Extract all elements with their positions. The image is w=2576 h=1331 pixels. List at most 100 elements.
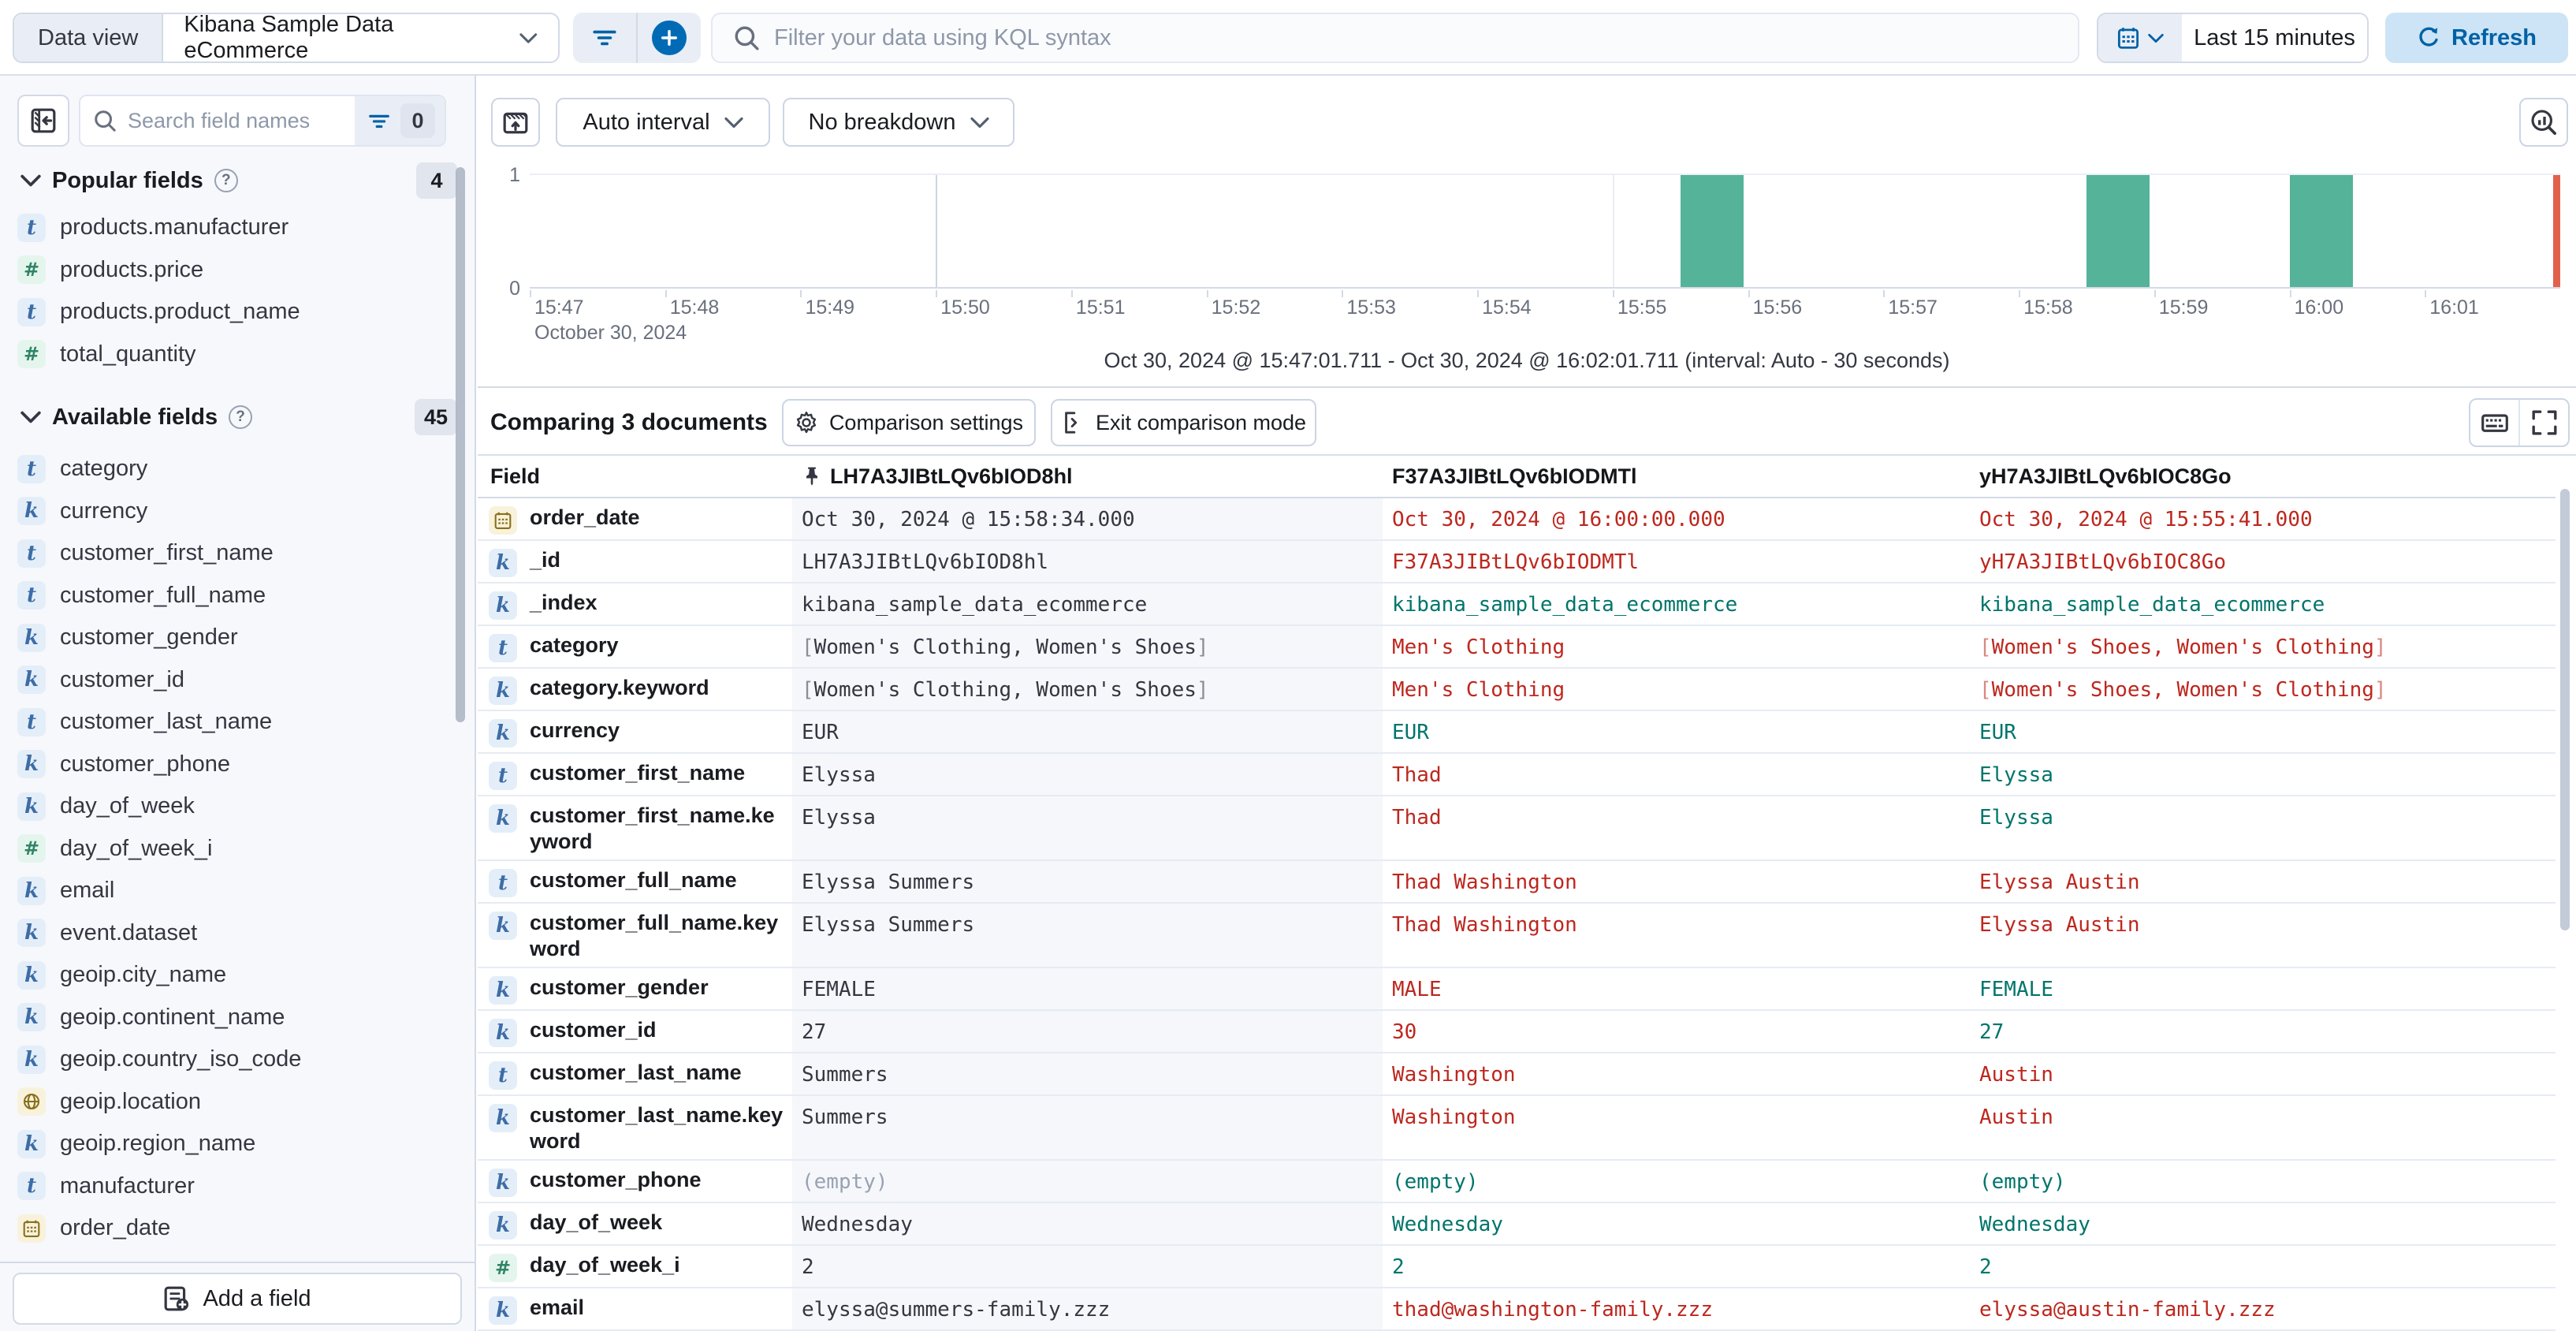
field-list-item[interactable]: k geoip.region_name: [0, 1123, 475, 1165]
field-list-item[interactable]: k geoip.country_iso_code: [0, 1038, 475, 1081]
field-search-input[interactable]: [128, 108, 355, 133]
base-doc-value-cell[interactable]: 27: [792, 1011, 1383, 1052]
comparison-value-cell[interactable]: MALE: [1383, 968, 1970, 1009]
comparison-value-cell[interactable]: Thad: [1383, 754, 1970, 795]
comparison-value-cell[interactable]: kibana_sample_data_ecommerce: [1970, 583, 2556, 624]
field-list-item[interactable]: geoip.location: [0, 1081, 475, 1124]
comparison-value-cell[interactable]: Thad: [1383, 796, 1970, 859]
field-list-item[interactable]: # products.price: [0, 249, 475, 292]
field-name-cell[interactable]: t customer_last_name: [478, 1053, 792, 1094]
field-list-item[interactable]: k currency: [0, 490, 475, 533]
available-fields-header[interactable]: Available fields ? 45: [0, 397, 475, 437]
field-name-cell[interactable]: k category.keyword: [478, 669, 792, 710]
comparison-value-cell[interactable]: F37A3JIBtLQv6bIODMTl: [1383, 541, 1970, 582]
field-name-cell[interactable]: k customer_phone: [478, 1161, 792, 1202]
doc-column-header[interactable]: F37A3JIBtLQv6bIODMTl: [1392, 464, 1637, 488]
add-filter-button[interactable]: [573, 13, 636, 63]
comparison-value-cell[interactable]: EUR: [1383, 711, 1970, 752]
field-list-item[interactable]: k customer_gender: [0, 617, 475, 659]
field-list-item[interactable]: k email: [0, 870, 475, 912]
histogram-bar[interactable]: [2289, 175, 2353, 287]
comparison-value-cell[interactable]: Elyssa: [1970, 754, 2556, 795]
pinned-doc-column-header[interactable]: LH7A3JIBtLQv6bIOD8hl: [792, 464, 1383, 489]
field-list-item[interactable]: t products.manufacturer: [0, 207, 475, 249]
base-doc-value-cell[interactable]: 2: [792, 1246, 1383, 1287]
base-doc-value-cell[interactable]: Oct 30, 2024 @ 15:58:34.000: [792, 498, 1383, 539]
comparison-value-cell[interactable]: Elyssa Austin: [1970, 861, 2556, 902]
comparison-value-cell[interactable]: 30: [1383, 1011, 1970, 1052]
field-name-cell[interactable]: k customer_full_name.keyword: [478, 904, 792, 967]
data-view-picker[interactable]: Data view Kibana Sample Data eCommerce: [13, 13, 560, 63]
kql-search-bar[interactable]: [711, 13, 2079, 63]
comparison-value-cell[interactable]: Austin: [1970, 1053, 2556, 1094]
field-list-item[interactable]: t customer_first_name: [0, 532, 475, 575]
field-name-cell[interactable]: k _id: [478, 541, 792, 582]
comparison-value-cell[interactable]: (empty): [1383, 1161, 1970, 1202]
base-doc-value-cell[interactable]: (empty): [792, 1161, 1383, 1202]
field-name-cell[interactable]: t customer_first_name: [478, 754, 792, 795]
comparison-value-cell[interactable]: Washington: [1383, 1053, 1970, 1094]
field-list-item[interactable]: k customer_phone: [0, 744, 475, 786]
base-doc-value-cell[interactable]: LH7A3JIBtLQv6bIOD8hl: [792, 541, 1383, 582]
field-list-item[interactable]: k event.dataset: [0, 912, 475, 955]
comparison-value-cell[interactable]: Thad Washington: [1383, 861, 1970, 902]
comparison-value-cell[interactable]: Men's Clothing: [1383, 626, 1970, 667]
comparison-value-cell[interactable]: 2: [1383, 1246, 1970, 1287]
collapse-sidebar-button[interactable]: [17, 95, 69, 147]
comparison-value-cell[interactable]: elyssa@austin-family.zzz: [1970, 1288, 2556, 1329]
field-name-cell[interactable]: k email: [478, 1288, 792, 1329]
date-picker-button[interactable]: [2098, 14, 2182, 62]
comparison-value-cell[interactable]: Men's Clothing: [1383, 669, 1970, 710]
comparison-value-cell[interactable]: Wednesday: [1970, 1203, 2556, 1244]
comparison-settings-button[interactable]: Comparison settings: [782, 399, 1036, 446]
field-name-cell[interactable]: order_date: [478, 498, 792, 539]
comparison-value-cell[interactable]: (empty): [1970, 1161, 2556, 1202]
field-list-item[interactable]: # day_of_week_i: [0, 828, 475, 871]
time-range-button[interactable]: Last 15 minutes: [2182, 14, 2367, 62]
comparison-value-cell[interactable]: thad@washington-family.zzz: [1383, 1288, 1970, 1329]
base-doc-value-cell[interactable]: EUR: [792, 711, 1383, 752]
field-list-item[interactable]: t customer_full_name: [0, 575, 475, 617]
base-doc-value-cell[interactable]: [Women's Clothing, Women's Shoes]: [792, 669, 1383, 710]
comparison-value-cell[interactable]: Elyssa Austin: [1970, 904, 2556, 967]
add-control-button[interactable]: [636, 13, 701, 63]
field-name-cell[interactable]: k customer_first_name.keyword: [478, 796, 792, 859]
field-name-cell[interactable]: k day_of_week: [478, 1203, 792, 1244]
exit-comparison-button[interactable]: Exit comparison mode: [1051, 399, 1316, 446]
base-doc-value-cell[interactable]: Summers: [792, 1096, 1383, 1159]
histogram-bar[interactable]: [1680, 175, 1744, 287]
hide-chart-button[interactable]: [491, 98, 540, 147]
field-filter-icon[interactable]: [367, 109, 391, 132]
comparison-value-cell[interactable]: Austin: [1970, 1096, 2556, 1159]
sidebar-scrollbar[interactable]: [456, 167, 465, 722]
add-field-button[interactable]: Add a field: [13, 1273, 462, 1325]
comparison-value-cell[interactable]: Elyssa: [1970, 796, 2556, 859]
base-doc-value-cell[interactable]: Summers: [792, 1053, 1383, 1094]
histogram-chart[interactable]: [530, 173, 2560, 289]
field-list-item[interactable]: k customer_id: [0, 659, 475, 702]
edit-visualization-button[interactable]: [2519, 98, 2568, 147]
base-doc-value-cell[interactable]: Wednesday: [792, 1203, 1383, 1244]
field-list-item[interactable]: t products.product_name: [0, 291, 475, 334]
refresh-button[interactable]: Refresh: [2385, 13, 2568, 63]
base-doc-value-cell[interactable]: Elyssa: [792, 796, 1383, 859]
base-doc-value-cell[interactable]: Elyssa Summers: [792, 861, 1383, 902]
comparison-value-cell[interactable]: Oct 30, 2024 @ 15:55:41.000: [1970, 498, 2556, 539]
comparison-value-cell[interactable]: Wednesday: [1383, 1203, 1970, 1244]
field-list-item[interactable]: t category: [0, 448, 475, 490]
field-list-item[interactable]: k day_of_week: [0, 785, 475, 828]
comparison-value-cell[interactable]: EUR: [1970, 711, 2556, 752]
field-list-item[interactable]: k geoip.continent_name: [0, 997, 475, 1039]
comparison-value-cell[interactable]: FEMALE: [1970, 968, 2556, 1009]
base-doc-value-cell[interactable]: elyssa@summers-family.zzz: [792, 1288, 1383, 1329]
field-column-header[interactable]: Field: [490, 464, 541, 488]
field-name-cell[interactable]: k _index: [478, 583, 792, 624]
field-name-cell[interactable]: # day_of_week_i: [478, 1246, 792, 1287]
field-list-item[interactable]: t customer_last_name: [0, 701, 475, 744]
comparison-value-cell[interactable]: Washington: [1383, 1096, 1970, 1159]
comparison-value-cell[interactable]: kibana_sample_data_ecommerce: [1383, 583, 1970, 624]
comparison-value-cell[interactable]: yH7A3JIBtLQv6bIOC8Go: [1970, 541, 2556, 582]
base-doc-value-cell[interactable]: Elyssa: [792, 754, 1383, 795]
fullscreen-button[interactable]: [2518, 400, 2568, 446]
interval-dropdown[interactable]: Auto interval: [556, 98, 770, 147]
